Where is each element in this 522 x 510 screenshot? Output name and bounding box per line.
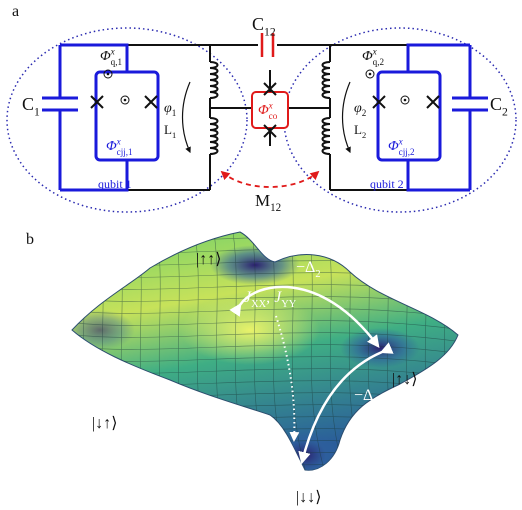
label-part: Φ [100,49,111,64]
label: |↓↑⟩ [92,415,117,432]
label: C2 [490,94,508,118]
label-part: qubit 1 [98,177,132,191]
label: |↑↓⟩ [392,371,417,388]
label: qubit 2 [370,177,404,191]
label-part: Φ [362,49,373,64]
label-part: , J [266,289,282,306]
circuit [6,27,517,213]
label-part: Φ [258,103,269,118]
label-part: qubit 2 [370,177,404,191]
label: L2 [354,122,366,140]
label: |↑↑⟩ [196,251,221,268]
label-part: q,2 [373,57,385,67]
label-part: 12 [270,202,281,214]
mesh-line [72,452,458,464]
label-part: 2 [502,105,508,118]
label-part: |↓↓⟩ [296,489,321,506]
label-part: 2 [315,269,320,280]
label: −Δ1 [354,387,379,408]
mesh-line [72,464,458,471]
label: C12 [252,14,276,38]
label-part: 1 [34,105,40,118]
label-part: 1 [172,130,176,140]
label-part: 2 [362,108,367,118]
label: Φx q,2 [362,46,384,67]
label-part: |↑↓⟩ [392,371,417,388]
label-part: cjj,2 [399,147,415,157]
mesh-line [60,477,470,487]
mesh-line [72,416,458,428]
label-part: φ [164,101,172,116]
label: L1 [164,122,176,140]
label: M12 [255,191,281,214]
label-part: C [22,94,34,114]
label-part: x [268,100,273,110]
label: Φx q,1 [100,46,122,67]
label: −Δ2 [296,259,321,280]
label-part: x [372,46,377,56]
label: φ1 [164,101,176,118]
mesh-line [72,440,458,452]
mesh-line [78,232,100,471]
label-part: co [269,111,278,121]
label-part: q,1 [111,57,122,67]
label: Φx cjj,1 [106,136,133,157]
label: |↓↓⟩ [296,489,321,506]
label-part: L [354,122,362,137]
label-part: 2 [362,130,366,140]
label-part: x [398,136,403,146]
label-part: 1 [172,108,177,118]
label-part: |↓↑⟩ [92,415,117,432]
label-part: C [490,94,502,114]
label-part: −Δ [296,259,315,276]
mesh-line [72,428,458,440]
label-part: x [110,46,115,56]
mesh-line [72,236,458,248]
label-part: φ [354,101,362,116]
label: Φx co [258,100,278,121]
label-part: 1 [373,397,378,408]
label-part: 12 [264,25,276,38]
label: Φx cjj,2 [388,136,415,157]
label: φ2 [354,101,367,118]
label-part: L [164,122,172,137]
label-part: M [255,191,270,210]
label: C1 [22,94,40,118]
label-part: YY [281,299,297,310]
label-part: Φ [106,139,117,154]
label: b [26,231,34,248]
label-part: cjj,1 [117,147,133,157]
label-part: x [116,136,121,146]
energy-surface [60,220,479,487]
label-part: |↑↑⟩ [196,251,221,268]
label-part: XX [251,299,267,310]
mesh-line [459,220,479,480]
mesh-line [72,232,81,471]
label-part: C [252,14,264,34]
label: JXX, JYY [244,289,297,310]
label: qubit 1 [98,177,132,191]
label-part: −Δ [354,387,373,404]
label: a [12,3,19,20]
label-part: Φ [388,139,399,154]
mesh-line [72,232,458,236]
label-part: J [244,289,252,306]
